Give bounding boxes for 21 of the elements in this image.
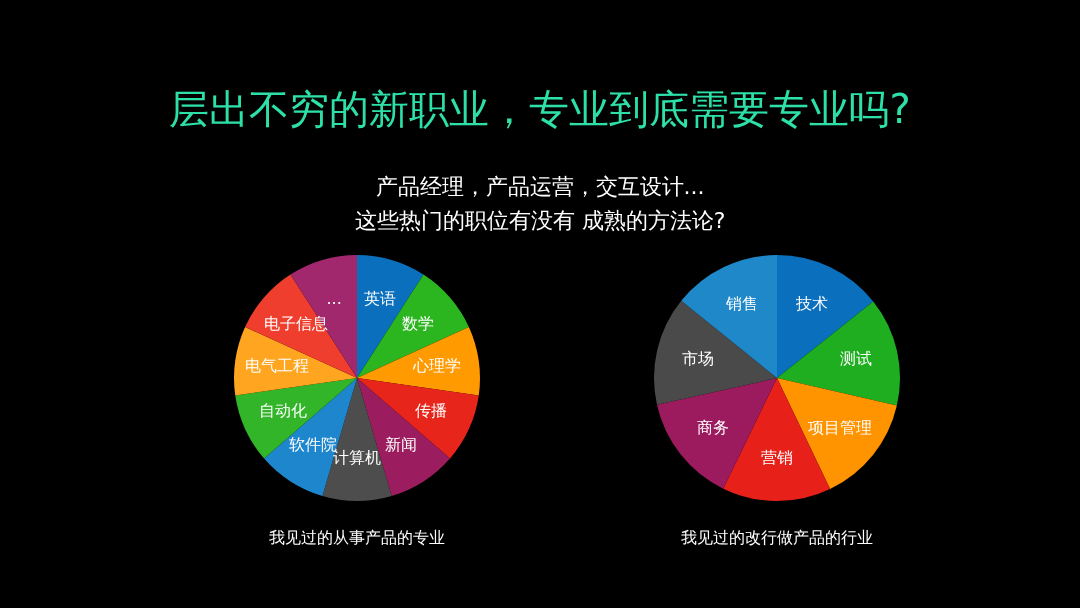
slice-label: 传播 bbox=[414, 400, 447, 420]
slice-label: 市场 bbox=[681, 348, 714, 368]
text: 产品经理，产品运营，交互设计... 这些热门的职位有没有 成熟的方法论? bbox=[353, 173, 727, 235]
slice-label: 软件院 bbox=[289, 435, 338, 455]
slice-label: 英语 bbox=[363, 289, 396, 309]
slice-label: 新闻 bbox=[384, 435, 417, 455]
text: 我见过的从事产品的专业 bbox=[268, 528, 446, 549]
slice-label: 电气工程 bbox=[244, 355, 309, 375]
text: 层出不穷的新职业，专业到底需要专业吗? bbox=[168, 85, 912, 134]
slice-label: 销售 bbox=[724, 293, 758, 313]
slice-label: 营销 bbox=[760, 448, 793, 468]
slice-label: 电子信息 bbox=[263, 314, 328, 334]
slice-label: 技术 bbox=[795, 294, 829, 314]
slice-label: 数学 bbox=[402, 313, 435, 333]
text: 我见过的改行做产品的行业 bbox=[680, 528, 874, 549]
slice-label: 商务 bbox=[697, 417, 730, 437]
slice-label: 自动化 bbox=[259, 400, 308, 420]
slice-label: 项目管理 bbox=[808, 417, 873, 437]
slice-label: 心理学 bbox=[412, 355, 462, 375]
slice-label: ... bbox=[326, 289, 342, 309]
slice-label: 测试 bbox=[840, 349, 873, 369]
